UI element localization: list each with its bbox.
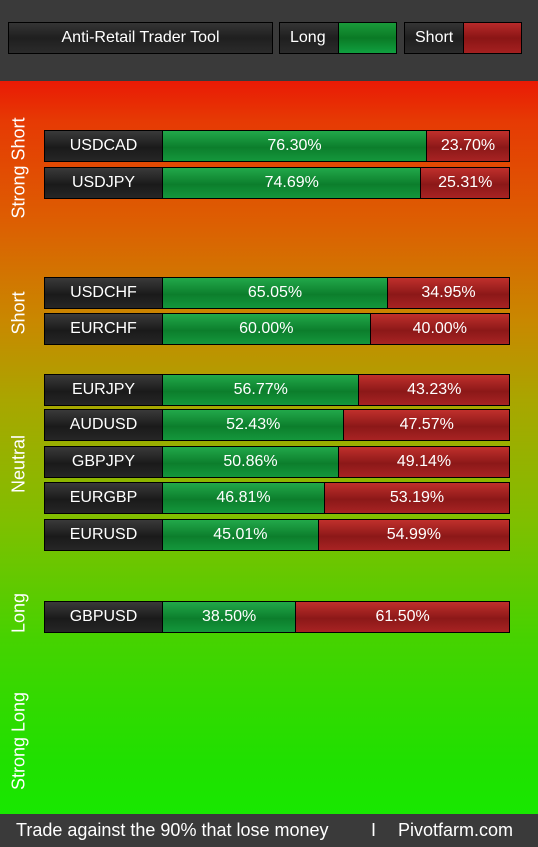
pair-name: USDCAD — [45, 131, 163, 161]
short-percentage-bar: 23.70% — [426, 131, 509, 161]
sentiment-bar: 56.77% 43.23% — [163, 375, 509, 405]
sentiment-bar: 76.30% 23.70% — [163, 131, 509, 161]
pair-name: EURJPY — [45, 375, 163, 405]
long-percentage-bar: 50.86% — [163, 447, 339, 477]
long-percentage-bar: 65.05% — [163, 278, 389, 308]
short-percentage-bar: 47.57% — [344, 410, 509, 440]
pair-name: GBPUSD — [45, 602, 163, 632]
pair-name: USDJPY — [45, 168, 163, 198]
footer: Trade against the 90% that lose money I … — [0, 814, 538, 847]
footer-tagline: Trade against the 90% that lose money — [16, 820, 329, 840]
long-percentage-bar: 56.77% — [163, 375, 360, 405]
sentiment-bar: 74.69% 25.31% — [163, 168, 509, 198]
pair-row-gbpjpy: GBPJPY 50.86% 49.14% — [44, 446, 510, 478]
zone-label-neutral: Neutral — [8, 434, 29, 494]
app-title: Anti-Retail Trader Tool — [8, 22, 273, 54]
app-title-text: Anti-Retail Trader Tool — [61, 29, 220, 46]
short-percentage-bar: 43.23% — [359, 375, 509, 405]
pair-name: GBPJPY — [45, 447, 163, 477]
short-percentage-bar: 25.31% — [421, 168, 509, 198]
sentiment-bar: 52.43% 47.57% — [163, 410, 509, 440]
long-percentage-bar: 52.43% — [163, 410, 345, 440]
sentiment-bar: 60.00% 40.00% — [163, 314, 509, 344]
sentiment-bar: 46.81% 53.19% — [163, 483, 509, 513]
footer-separator: I — [371, 820, 377, 840]
short-percentage-bar: 40.00% — [370, 314, 509, 344]
legend-long-swatch — [338, 23, 396, 53]
long-percentage-bar: 74.69% — [163, 168, 422, 198]
sentiment-bar: 38.50% 61.50% — [163, 602, 509, 632]
pair-name: EURGBP — [45, 483, 163, 513]
long-percentage-bar: 46.81% — [163, 483, 325, 513]
zone-label-strong-long: Strong Long — [8, 691, 29, 791]
pair-name: AUDUSD — [45, 410, 163, 440]
pair-row-eurusd: EURUSD 45.01% 54.99% — [44, 519, 510, 551]
short-percentage-bar: 49.14% — [338, 447, 509, 477]
pair-name: EURCHF — [45, 314, 163, 344]
pair-row-eurgbp: EURGBP 46.81% 53.19% — [44, 482, 510, 514]
sentiment-bar: 65.05% 34.95% — [163, 278, 509, 308]
legend-short-swatch — [463, 23, 521, 53]
pair-row-audusd: AUDUSD 52.43% 47.57% — [44, 409, 510, 441]
pair-name: EURUSD — [45, 520, 163, 550]
legend-short-label: Short — [415, 29, 454, 46]
pair-row-eurchf: EURCHF 60.00% 40.00% — [44, 313, 510, 345]
long-percentage-bar: 60.00% — [163, 314, 371, 344]
legend-long: Long — [279, 22, 397, 54]
zone-label-strong-short: Strong Short — [8, 117, 29, 219]
legend-short: Short — [404, 22, 522, 54]
long-percentage-bar: 76.30% — [163, 131, 427, 161]
sentiment-bar: 45.01% 54.99% — [163, 520, 509, 550]
pair-row-usdcad: USDCAD 76.30% 23.70% — [44, 130, 510, 162]
pair-name: USDCHF — [45, 278, 163, 308]
short-percentage-bar: 54.99% — [318, 520, 509, 550]
legend-long-label: Long — [290, 29, 326, 46]
pair-row-eurjpy: EURJPY 56.77% 43.23% — [44, 374, 510, 406]
short-percentage-bar: 34.95% — [388, 278, 509, 308]
pair-row-usdjpy: USDJPY 74.69% 25.31% — [44, 167, 510, 199]
pair-row-usdchf: USDCHF 65.05% 34.95% — [44, 277, 510, 309]
short-percentage-bar: 53.19% — [324, 483, 509, 513]
pair-row-gbpusd: GBPUSD 38.50% 61.50% — [44, 601, 510, 633]
sentiment-gradient-area: Strong Short Short Neutral Long Strong L… — [0, 81, 538, 814]
zone-label-long: Long — [8, 592, 29, 634]
short-percentage-bar: 61.50% — [296, 602, 509, 632]
sentiment-bar: 50.86% 49.14% — [163, 447, 509, 477]
long-percentage-bar: 38.50% — [163, 602, 297, 632]
footer-site-link[interactable]: Pivotfarm.com — [398, 820, 514, 840]
long-percentage-bar: 45.01% — [163, 520, 319, 550]
zone-label-short: Short — [8, 291, 29, 335]
